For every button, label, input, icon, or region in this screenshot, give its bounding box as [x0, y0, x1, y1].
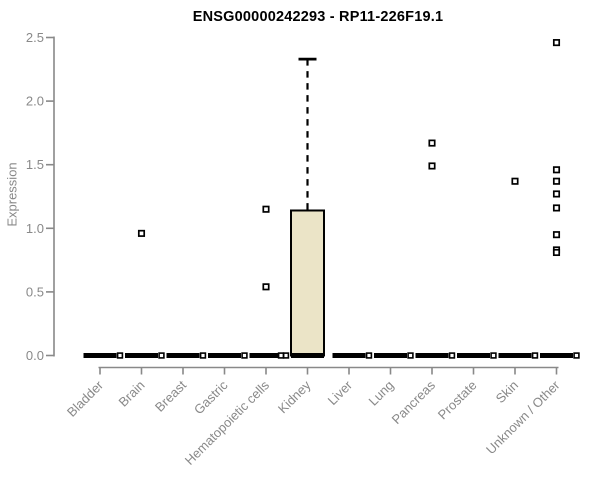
zero-bar [83, 353, 117, 358]
y-tick-label: 2.5 [26, 30, 44, 45]
outlier-point [552, 177, 561, 185]
outlier-point [552, 248, 561, 257]
outlier-point [137, 229, 146, 237]
outlier-point [552, 166, 561, 174]
outlier-point [428, 139, 436, 147]
outlier-point [552, 39, 561, 47]
zero-bar [415, 353, 449, 358]
zero-stray-point [573, 352, 580, 359]
zero-stray-point [448, 352, 456, 359]
x-tick-label: Lung [366, 378, 397, 409]
zero-stray-point [490, 352, 497, 359]
x-tick-label: Gastric [191, 377, 231, 417]
zero-stray-point [158, 352, 165, 359]
zero-bar [125, 353, 158, 358]
zero-bar [374, 353, 407, 358]
x-tick-label: Unknown / Other [483, 377, 563, 457]
y-tick-label: 0.5 [26, 284, 44, 299]
x-tick-label: Prostate [435, 378, 480, 423]
zero-stray-point [407, 352, 414, 359]
zero-bar [291, 353, 324, 358]
zero-stray-point [365, 352, 373, 359]
outlier-point [262, 205, 270, 213]
outlier-point [262, 283, 270, 291]
y-tick-label: 1.5 [26, 157, 44, 172]
outlier-point [511, 177, 519, 185]
outlier-point [552, 204, 561, 212]
box [290, 209, 325, 357]
y-tick-label: 0.0 [26, 348, 44, 363]
x-tick-label: Kidney [275, 377, 314, 416]
zero-stray-point [282, 352, 290, 359]
y-tick-label: 2.0 [26, 94, 44, 109]
x-tick-label: Bladder [64, 377, 107, 420]
zero-stray-point [277, 352, 285, 359]
outlier-point [552, 190, 561, 198]
zero-bar [166, 353, 200, 358]
zero-stray-point [116, 352, 124, 359]
zero-bar [208, 353, 241, 358]
x-tick-label: Pancreas [389, 377, 439, 427]
zero-bar [249, 353, 283, 358]
zero-bar [332, 353, 366, 358]
zero-stray-point [241, 352, 248, 359]
outlier-point [428, 162, 436, 170]
x-tick-label: Breast [152, 377, 189, 414]
zero-stray-point [531, 352, 539, 359]
zero-bar [498, 353, 532, 358]
x-tick-label: Liver [325, 377, 356, 408]
outlier-point [552, 231, 561, 239]
x-tick-label: Skin [493, 378, 521, 406]
zero-stray-point [199, 352, 207, 359]
y-tick-label: 1.0 [26, 221, 44, 236]
chart-title: ENSG00000242293 - RP11-226F19.1 [192, 9, 444, 25]
zero-bar [540, 353, 573, 358]
zero-bar [457, 353, 490, 358]
x-tick-label: Brain [116, 378, 148, 410]
